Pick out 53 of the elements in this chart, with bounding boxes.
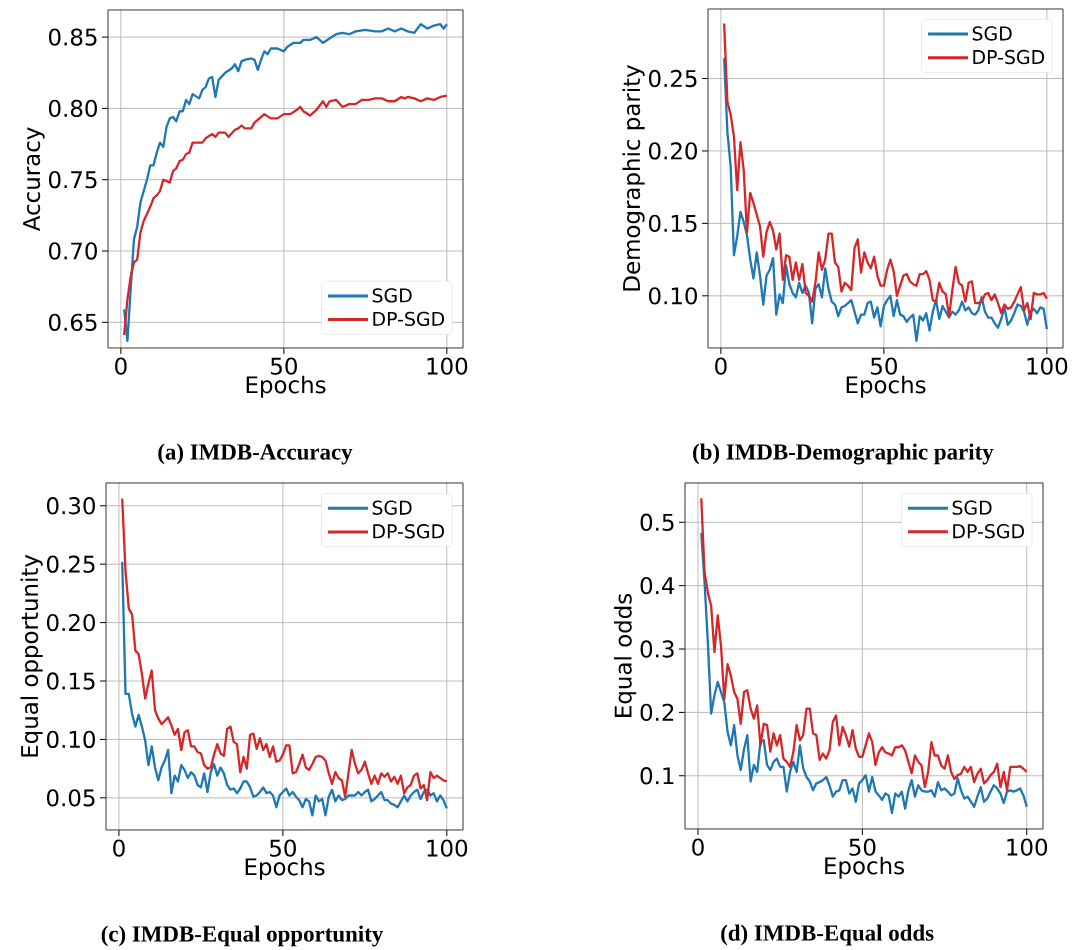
- legend-label: SGD: [372, 288, 412, 303]
- y-tick-label: 0.1: [640, 767, 674, 785]
- y-tick-label: 0.20: [46, 613, 95, 632]
- y-axis-title: Equal opportunity: [20, 554, 43, 757]
- y-tick-label: 0.4: [640, 576, 675, 595]
- x-tick-label: 0: [115, 357, 127, 375]
- y-axis-title: Equal odds: [614, 593, 637, 717]
- x-tick-label: 50: [871, 357, 897, 375]
- x-tick-label: 0: [715, 357, 727, 375]
- x-tick-label: 100: [427, 357, 468, 375]
- legend-label: SGD: [972, 26, 1012, 41]
- y-tick-label: 0.10: [648, 287, 697, 305]
- text: (c) IMDB-Equal opportunity: [101, 925, 384, 947]
- legend-label: SGD: [372, 500, 412, 515]
- x-axis-title: Epochs: [246, 375, 326, 398]
- x-axis-title: Epochs: [825, 856, 904, 879]
- x-tick-label: 100: [427, 839, 468, 857]
- y-tick-label: 0.2: [640, 703, 674, 722]
- y-tick-label: 0.75: [48, 171, 97, 189]
- x-tick-label: 100: [1027, 357, 1068, 375]
- legend-label: DP-SGD: [973, 49, 1045, 65]
- x-tick-label: 0: [113, 839, 125, 857]
- x-tick-label: 50: [270, 839, 296, 857]
- y-axis-title: Accuracy: [23, 127, 45, 232]
- y-tick-label: 0.15: [648, 214, 697, 233]
- y-tick-label: 0.20: [648, 142, 697, 160]
- y-tick-label: 0.25: [648, 69, 697, 88]
- legend-label: DP-SGD: [953, 524, 1024, 539]
- y-tick-label: 0.30: [46, 497, 95, 515]
- x-tick-label: 100: [1007, 838, 1048, 856]
- x-axis-title: Epochs: [846, 375, 926, 398]
- text: (a) IMDB-Accuracy: [158, 443, 353, 465]
- y-tick-label: 0.15: [46, 672, 95, 690]
- legend-label: DP-SGD: [373, 311, 445, 327]
- y-tick-label: 0.10: [46, 730, 95, 749]
- text: (b) IMDB-Demographic parity: [693, 443, 994, 465]
- text: (d) IMDB-Equal odds: [721, 924, 934, 946]
- y-tick-label: 0.3: [640, 640, 674, 658]
- y-tick-label: 0.80: [48, 99, 97, 118]
- y-tick-label: 0.65: [48, 313, 97, 331]
- y-tick-label: 0.5: [640, 513, 674, 531]
- legend-label: SGD: [952, 500, 992, 515]
- x-axis-title: Epochs: [245, 857, 325, 880]
- y-tick-label: 0.25: [46, 555, 95, 573]
- line-series: [121, 497, 448, 802]
- y-tick-label: 0.05: [46, 789, 95, 807]
- y-tick-label: 0.85: [48, 28, 97, 46]
- x-tick-label: 0: [692, 838, 704, 856]
- y-tick-label: 0.70: [48, 242, 97, 260]
- legend-label: DP-SGD: [373, 524, 445, 539]
- x-tick-label: 50: [849, 838, 876, 856]
- y-axis-title: Demographic parity: [622, 65, 645, 291]
- x-tick-label: 50: [271, 357, 297, 375]
